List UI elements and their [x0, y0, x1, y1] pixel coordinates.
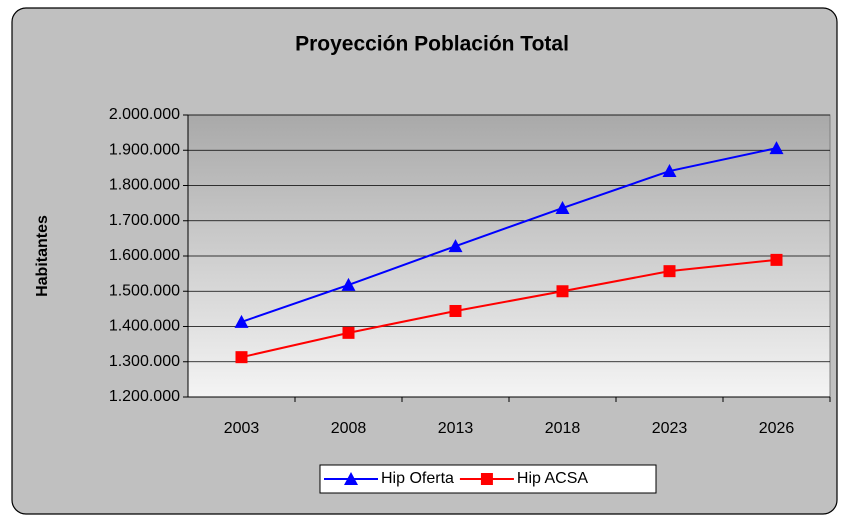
y-tick-label: 1.300.000 — [109, 353, 180, 370]
y-tick-label: 1.800.000 — [109, 177, 180, 194]
x-tick-label: 2008 — [331, 420, 367, 437]
point-marker — [555, 201, 570, 215]
series-line — [241, 258, 777, 359]
point-marker — [448, 239, 463, 253]
point-marker — [449, 304, 462, 317]
point-marker — [770, 253, 783, 266]
y-axis-label: Habitantes — [34, 215, 51, 297]
legend-marker — [344, 472, 358, 485]
y-tick-label: 1.700.000 — [109, 212, 180, 229]
x-tick-label: 2018 — [545, 420, 581, 437]
legend-marker — [480, 473, 493, 485]
point-marker — [341, 277, 356, 291]
y-tick-label: 1.900.000 — [109, 141, 180, 158]
chart-title: Proyección Población Total — [295, 33, 569, 56]
point-marker — [235, 351, 248, 364]
y-tick-label: 1.600.000 — [109, 247, 180, 264]
point-marker — [234, 314, 249, 328]
legend-label: Hip ACSA — [517, 470, 588, 487]
x-tick-label: 2026 — [759, 420, 795, 437]
point-marker — [663, 265, 676, 278]
legend-label: Hip Oferta — [381, 470, 454, 487]
x-tick-label: 2013 — [438, 420, 474, 437]
y-tick-label: 1.400.000 — [109, 318, 180, 335]
y-tick-label: 1.200.000 — [109, 388, 180, 405]
point-marker — [769, 141, 784, 155]
x-tick-label: 2003 — [224, 420, 260, 437]
point-marker — [556, 285, 569, 298]
y-tick-label: 1.500.000 — [109, 282, 180, 299]
point-marker — [342, 326, 355, 339]
point-marker — [662, 164, 677, 178]
y-tick-label: 2.000.000 — [109, 106, 180, 123]
series-line — [241, 147, 777, 323]
x-tick-label: 2023 — [652, 420, 688, 437]
